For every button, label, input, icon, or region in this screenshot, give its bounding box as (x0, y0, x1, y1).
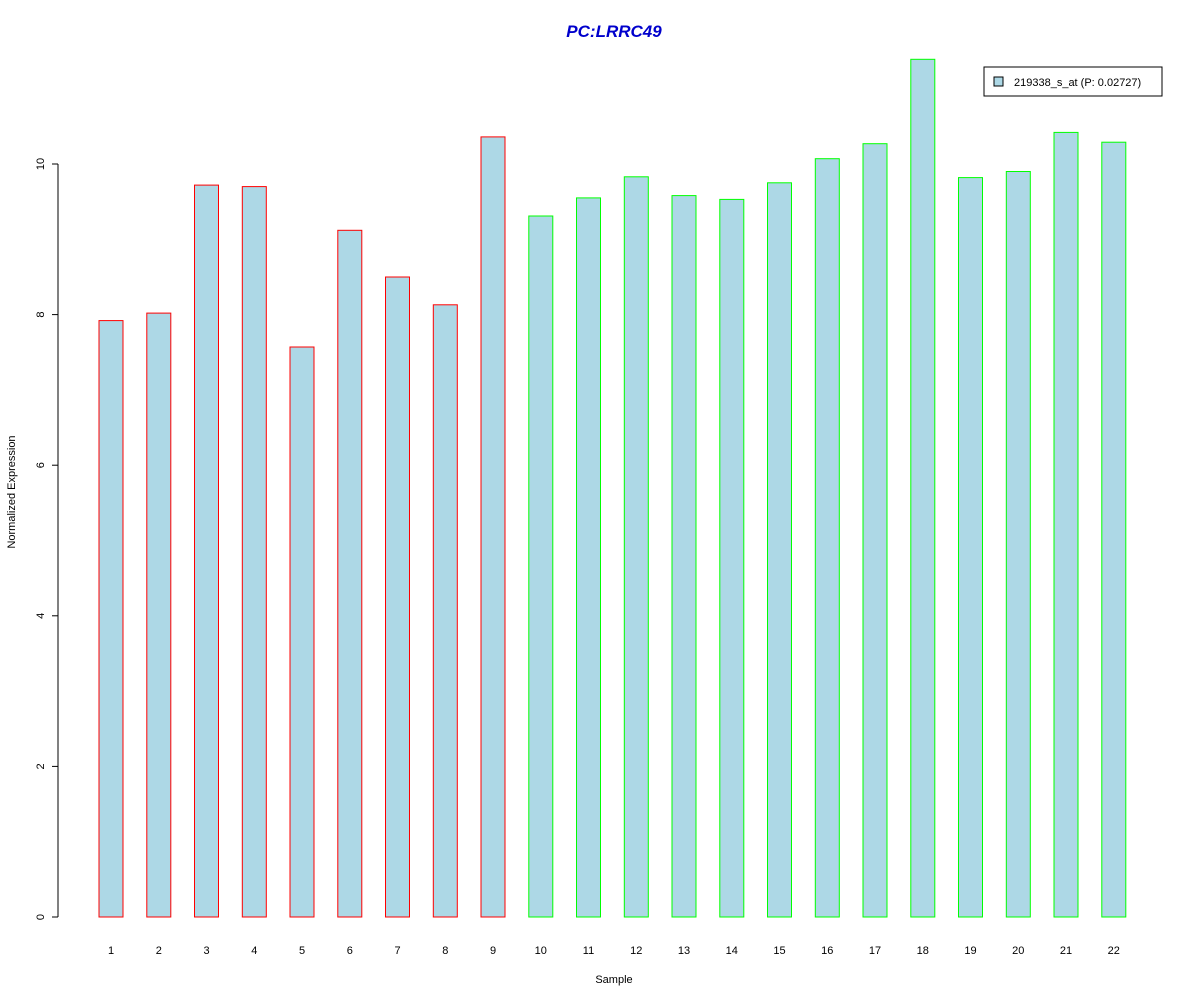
x-tick-label: 9 (490, 945, 496, 957)
x-tick-label: 2 (156, 945, 162, 957)
bar-sample-11 (576, 197, 601, 918)
x-tick-label: 1 (108, 945, 114, 957)
y-tick-label: 2 (35, 763, 47, 769)
x-tick-label: 18 (917, 945, 929, 957)
x-tick-label: 19 (964, 945, 976, 957)
y-axis: 0 2 4 6 8 10 (35, 158, 59, 920)
bar-sample-20 (1005, 171, 1031, 918)
y-tick-label: 6 (35, 462, 47, 468)
bar-sample-16 (814, 158, 840, 918)
bar-sample-1 (98, 320, 124, 918)
bar-sample-13 (671, 195, 697, 918)
x-tick-label: 16 (821, 945, 833, 957)
x-axis-label: Sample (595, 974, 632, 986)
chart-title: PC:LRRC49 (566, 22, 662, 41)
x-tick-label: 11 (583, 945, 594, 957)
bar-sample-12 (623, 176, 649, 918)
x-tick-label: 15 (773, 945, 785, 957)
bar-sample-14 (719, 198, 745, 918)
bar-sample-9 (480, 136, 506, 918)
bars-group (98, 58, 1127, 918)
bar-sample-21 (1053, 131, 1079, 918)
x-tick-label: 20 (1012, 945, 1024, 957)
bar-sample-2 (146, 312, 172, 918)
x-tick-label: 6 (347, 945, 353, 957)
x-tick-label: 17 (869, 945, 881, 957)
y-tick-label: 4 (35, 613, 47, 619)
x-tick-labels: 1 2 3 4 5 6 7 8 9 10 11 12 13 14 15 16 17 18 19 20 21 22 (108, 945, 1120, 957)
y-axis-label: Normalized Expression (6, 435, 18, 548)
y-tick-label: 0 (35, 914, 47, 920)
x-tick-label: 13 (678, 945, 690, 957)
x-tick-label: 14 (726, 945, 738, 957)
x-tick-label: 10 (535, 945, 547, 957)
bar-sample-7 (385, 276, 410, 918)
legend-box (983, 66, 1163, 97)
x-tick-label: 22 (1108, 945, 1120, 957)
bar-sample-22 (1101, 141, 1127, 918)
x-tick-label: 12 (630, 945, 642, 957)
bar-sample-19 (958, 177, 983, 918)
bar-sample-6 (337, 229, 363, 918)
bar-sample-18 (910, 58, 936, 918)
x-tick-label: 8 (442, 945, 448, 957)
y-tick-label: 10 (35, 158, 47, 170)
x-tick-label: 7 (394, 945, 400, 957)
bar-sample-17 (862, 143, 888, 918)
bar-sample-3 (194, 184, 219, 918)
x-tick-label: 3 (203, 945, 209, 957)
bar-sample-4 (241, 186, 267, 918)
bar-sample-5 (289, 346, 315, 918)
bar-sample-8 (432, 304, 458, 918)
legend-swatch (993, 76, 1004, 87)
x-tick-label: 21 (1060, 945, 1072, 957)
bar-sample-15 (767, 182, 792, 918)
bar-sample-10 (528, 215, 554, 918)
legend-label: 219338_s_at (P: 0.02727) (1014, 77, 1141, 89)
legend: 219338_s_at (P: 0.02727) (983, 66, 1163, 97)
x-tick-label: 5 (299, 945, 305, 957)
y-tick-label: 8 (35, 312, 47, 318)
x-tick-label: 4 (251, 945, 257, 957)
